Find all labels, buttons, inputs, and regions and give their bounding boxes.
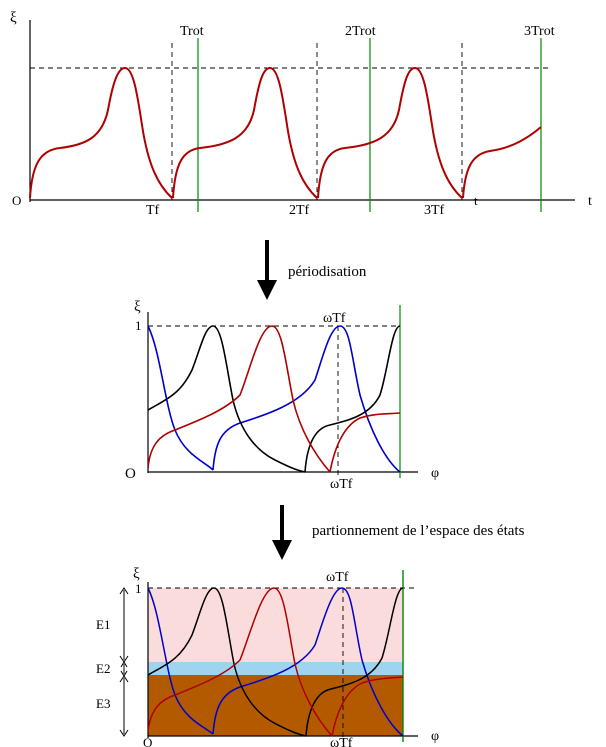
trajectory-segment-3	[317, 66, 463, 199]
region-label-E1: E1	[96, 617, 110, 632]
trajectory-black	[148, 587, 404, 737]
t-label-near-axis: t	[474, 193, 478, 208]
arrow-head	[257, 280, 277, 300]
arrow-periodisation: périodisation	[257, 240, 367, 300]
partition-panel: ξ 1 O φ ωTf ωTf E1 E2 E3	[96, 566, 439, 747]
region-brackets	[119, 587, 129, 737]
x-axis-label: φ	[431, 729, 439, 744]
wtf-bottom-label: ωTf	[330, 736, 353, 747]
trajectory-segment-2	[172, 66, 318, 199]
arrow-partition: partionnement de l’espace des états	[272, 505, 525, 560]
trot-label-3: 3Trot	[524, 24, 555, 39]
bracket-E3	[119, 675, 129, 737]
phase-panel: ξ 1 O φ ωTf ωTf	[125, 299, 439, 492]
trajectory-black	[148, 325, 401, 473]
region-E2-fill	[148, 662, 403, 675]
tf-label-1: Tf	[146, 203, 160, 218]
trajectory-red	[148, 587, 404, 737]
bracket-E1	[119, 587, 129, 663]
wtf-top-label: ωTf	[323, 311, 346, 326]
bracket-E2	[120, 661, 128, 677]
trajectory-segment-4	[462, 126, 542, 199]
origin-label: O	[125, 466, 136, 482]
trot-label-1: Trot	[180, 24, 204, 39]
wtf-top-label: ωTf	[326, 570, 349, 585]
y-axis-label: ξ	[10, 10, 17, 26]
one-label: 1	[135, 318, 142, 333]
trajectory-time-series	[29, 66, 542, 199]
region-E1-fill	[148, 588, 403, 662]
origin-label: O	[12, 193, 21, 208]
wtf-bottom-label: ωTf	[330, 477, 353, 492]
step1-label: périodisation	[288, 264, 367, 280]
region-label-E2: E2	[96, 661, 110, 676]
arrow-head	[272, 540, 292, 560]
x-axis-label: φ	[431, 466, 439, 481]
tf-label-2: 2Tf	[289, 203, 310, 218]
y-axis-label: ξ	[133, 566, 140, 582]
trajectory-blue	[148, 325, 401, 473]
region-E3-fill	[148, 675, 403, 736]
tf-label-3: 3Tf	[424, 203, 445, 218]
trajectory-red	[148, 325, 401, 473]
trot-label-2: 2Trot	[345, 24, 376, 39]
trajectory-segment-1	[29, 66, 173, 199]
step2-label: partionnement de l’espace des états	[312, 523, 525, 539]
region-label-E3: E3	[96, 696, 110, 711]
origin-label: O	[143, 735, 152, 747]
x-axis-label: t	[588, 194, 592, 209]
y-axis-label: ξ	[134, 299, 141, 315]
one-label: 1	[135, 581, 142, 596]
time-series-panel: ξ O t t Trot 2Trot 3Trot Tf 2Tf 3Tf	[10, 10, 592, 218]
